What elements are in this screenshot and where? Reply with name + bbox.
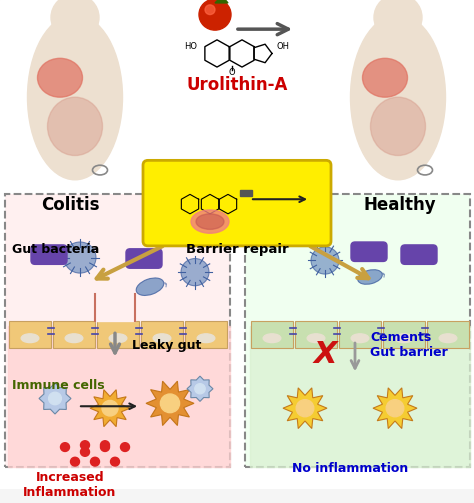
Circle shape xyxy=(110,457,119,466)
Circle shape xyxy=(100,441,109,450)
Circle shape xyxy=(64,242,96,273)
Text: X: X xyxy=(313,340,337,369)
Circle shape xyxy=(160,394,180,412)
Circle shape xyxy=(205,5,215,15)
Circle shape xyxy=(311,247,339,274)
Polygon shape xyxy=(187,376,213,401)
Bar xyxy=(53,321,95,348)
Ellipse shape xyxy=(153,334,171,343)
Circle shape xyxy=(374,0,422,41)
Ellipse shape xyxy=(439,334,457,343)
Ellipse shape xyxy=(395,334,413,343)
Ellipse shape xyxy=(27,15,122,180)
Bar xyxy=(95,294,135,321)
Ellipse shape xyxy=(350,15,446,180)
Ellipse shape xyxy=(363,58,408,97)
Bar xyxy=(97,321,139,348)
Ellipse shape xyxy=(37,58,82,97)
Circle shape xyxy=(91,457,100,466)
Bar xyxy=(250,325,470,466)
FancyBboxPatch shape xyxy=(31,245,67,265)
FancyBboxPatch shape xyxy=(143,160,331,246)
Bar xyxy=(383,321,425,348)
Bar xyxy=(9,321,51,348)
Circle shape xyxy=(81,441,90,450)
FancyBboxPatch shape xyxy=(351,242,387,262)
Circle shape xyxy=(195,384,205,394)
Circle shape xyxy=(61,443,70,451)
Bar xyxy=(141,321,183,348)
Circle shape xyxy=(199,0,231,30)
Polygon shape xyxy=(90,390,130,427)
Bar xyxy=(251,321,293,348)
Text: HO: HO xyxy=(184,42,197,51)
Ellipse shape xyxy=(358,270,383,284)
Text: Urolithin-A: Urolithin-A xyxy=(186,76,288,94)
Text: Healthy: Healthy xyxy=(364,196,436,214)
FancyBboxPatch shape xyxy=(245,194,470,466)
Bar xyxy=(339,321,381,348)
Ellipse shape xyxy=(136,278,164,295)
Ellipse shape xyxy=(47,97,102,155)
Circle shape xyxy=(102,400,118,416)
FancyBboxPatch shape xyxy=(5,194,230,466)
Bar xyxy=(8,325,230,466)
Circle shape xyxy=(296,400,314,417)
Ellipse shape xyxy=(307,334,325,343)
Ellipse shape xyxy=(21,334,39,343)
Text: Cements
Gut barrier: Cements Gut barrier xyxy=(370,331,448,359)
Bar xyxy=(295,321,337,348)
Polygon shape xyxy=(373,388,417,429)
Bar xyxy=(427,321,469,348)
Ellipse shape xyxy=(197,334,215,343)
Bar xyxy=(185,321,227,348)
Polygon shape xyxy=(283,388,327,429)
Circle shape xyxy=(71,457,80,466)
Polygon shape xyxy=(146,381,194,426)
Polygon shape xyxy=(215,0,228,3)
Ellipse shape xyxy=(191,210,229,233)
Ellipse shape xyxy=(371,97,426,155)
Text: Barrier repair: Barrier repair xyxy=(186,243,288,256)
Circle shape xyxy=(181,259,209,286)
Ellipse shape xyxy=(65,334,83,343)
Ellipse shape xyxy=(196,214,224,229)
Ellipse shape xyxy=(263,334,281,343)
Polygon shape xyxy=(39,383,71,414)
Text: Immune cells: Immune cells xyxy=(12,379,105,392)
Text: Increased
Inflammation: Increased Inflammation xyxy=(23,471,117,499)
Circle shape xyxy=(51,0,99,41)
Text: Gut bacteria: Gut bacteria xyxy=(12,243,99,256)
Text: Leaky gut: Leaky gut xyxy=(132,339,201,352)
Circle shape xyxy=(81,448,90,456)
Ellipse shape xyxy=(109,334,127,343)
Text: O: O xyxy=(228,68,235,77)
Circle shape xyxy=(120,443,129,451)
Text: No inflammation: No inflammation xyxy=(292,462,408,475)
FancyBboxPatch shape xyxy=(126,249,162,268)
FancyBboxPatch shape xyxy=(401,245,437,265)
Text: Colitis: Colitis xyxy=(41,196,99,214)
Bar xyxy=(240,191,252,196)
Text: OH: OH xyxy=(277,42,290,51)
Circle shape xyxy=(49,392,62,405)
Circle shape xyxy=(386,400,404,417)
Circle shape xyxy=(100,443,109,451)
Ellipse shape xyxy=(351,334,369,343)
